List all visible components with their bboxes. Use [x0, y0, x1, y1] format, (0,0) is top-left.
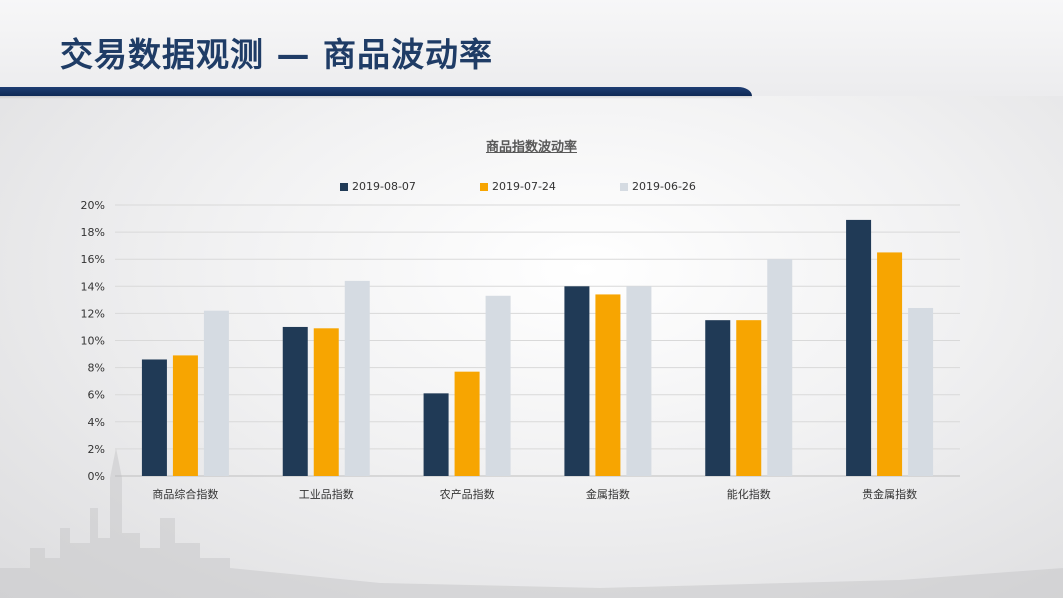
y-tick-label: 2%: [88, 443, 105, 456]
title-underline-bar: [0, 87, 752, 96]
bar-series-3-category-6: [908, 307, 934, 476]
header-band: [0, 0, 1063, 96]
bar-series-2-category-1: [172, 355, 198, 476]
y-tick-label: 20%: [81, 199, 105, 212]
y-tick-label: 14%: [81, 280, 105, 293]
bar-series-1-category-1: [141, 359, 167, 476]
bar-series-2-category-5: [736, 320, 762, 476]
bar-series-1-category-4: [564, 286, 590, 476]
bar-series-2-category-2: [313, 328, 339, 476]
title-underline-shadow: [0, 96, 752, 99]
legend-label-series-2: 2019-07-24: [492, 180, 556, 193]
y-tick-label: 18%: [81, 226, 105, 239]
bar-series-1-category-5: [705, 320, 731, 476]
x-category-label: 能化指数: [727, 487, 771, 501]
chart-title: 商品指数波动率: [485, 140, 577, 155]
y-tick-label: 10%: [81, 335, 105, 348]
bar-series-3-category-5: [767, 259, 793, 476]
x-category-label: 商品综合指数: [152, 487, 218, 501]
y-tick-label: 8%: [88, 362, 105, 375]
y-tick-label: 12%: [81, 307, 105, 320]
legend-swatch-series-3: [620, 182, 628, 191]
legend-swatch-series-1: [340, 182, 348, 191]
bar-series-2-category-4: [595, 294, 621, 476]
bar-series-3-category-4: [626, 286, 652, 476]
page-title: 交易数据观测 — 商品波动率: [60, 35, 493, 74]
bar-series-2-category-3: [454, 371, 480, 476]
bar-series-1-category-3: [423, 393, 449, 476]
legend-item-series-2: 2019-07-24: [480, 180, 556, 193]
x-category-label: 工业品指数: [299, 487, 354, 501]
chart-legend: 2019-08-07 2019-07-24 2019-06-26: [0, 180, 1063, 196]
x-category-label: 金属指数: [586, 487, 630, 501]
legend-label-series-3: 2019-06-26: [632, 180, 696, 193]
bar-series-3-category-3: [485, 295, 511, 476]
y-tick-label: 4%: [88, 416, 105, 429]
legend-label-series-1: 2019-08-07: [352, 180, 416, 193]
x-category-label: 贵金属指数: [862, 487, 917, 501]
bar-series-1-category-6: [846, 219, 872, 476]
bar-series-2-category-6: [877, 252, 903, 476]
bar-series-3-category-1: [203, 310, 229, 476]
y-tick-label: 6%: [88, 389, 105, 402]
legend-swatch-series-2: [480, 182, 488, 191]
legend-item-series-3: 2019-06-26: [620, 180, 696, 193]
x-category-label: 农产品指数: [440, 487, 495, 501]
y-tick-label: 16%: [81, 253, 105, 266]
legend-item-series-1: 2019-08-07: [340, 180, 416, 193]
bar-series-3-category-2: [344, 280, 370, 476]
y-tick-label: 0%: [88, 470, 105, 483]
bar-series-1-category-2: [282, 326, 308, 476]
